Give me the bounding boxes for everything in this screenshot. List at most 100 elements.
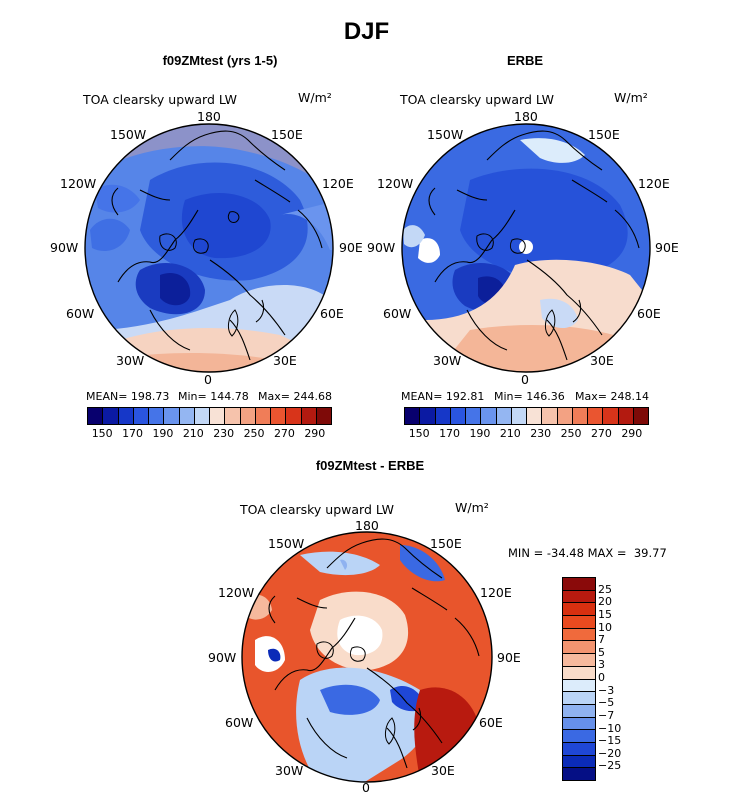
colorbar-obs-swatch: [588, 408, 604, 424]
lon-label-120w-diff: 120W: [218, 585, 255, 600]
colorbar-diff-tick-label: −10: [598, 721, 622, 735]
colorbar-model-swatch: [225, 408, 241, 424]
lon-label-150e-model: 150E: [271, 127, 303, 142]
lon-label-0-obs: 0: [521, 372, 529, 387]
colorbar-diff-swatch: [563, 679, 595, 693]
lon-label-90w-model: 90W: [50, 240, 79, 255]
colorbar-diff-tick-label: −25: [598, 759, 622, 773]
colorbar-diff-swatch: [563, 654, 595, 667]
panel-title-diff: f09ZMtest - ERBE: [315, 458, 425, 473]
lon-label-180-obs: 180: [514, 109, 538, 124]
colorbar-obs-swatch: [557, 408, 573, 424]
stat-max-model: Max= 244.68: [258, 390, 332, 403]
colorbar-model-swatch: [118, 408, 134, 424]
colorbar-diff-swatch: [563, 641, 595, 655]
panel-title-obs: ERBE: [506, 53, 544, 68]
colorbar-obs-tick-label: 150: [408, 427, 430, 440]
colorbar-labels-diff: 25 20 15 10 7 5 3 0 −3 −5 −7 −10 −15 −20 −25: [598, 577, 638, 781]
colorbar-model-tick-label: 190: [152, 427, 174, 440]
colorbar-obs-swatch: [405, 408, 421, 424]
lon-label-90e-model: 90E: [339, 240, 363, 255]
colorbar-model-swatch: [316, 408, 331, 424]
lon-label-90e-diff: 90E: [497, 650, 521, 665]
colorbar-diff-swatch: [563, 578, 595, 591]
colorbar-diff-swatch: [563, 692, 595, 705]
colorbar-model-tick-label: 290: [304, 427, 326, 440]
lon-label-150w-obs: 150W: [427, 127, 464, 142]
colorbar-diff-swatch: [563, 628, 595, 642]
lon-label-30e-obs: 30E: [590, 353, 614, 368]
colorbar-obs-tick-label: 290: [621, 427, 643, 440]
plot-title-obs: TOA clearsky upward LW: [400, 92, 555, 107]
colorbar-obs-tick-label: 190: [469, 427, 491, 440]
colorbar-diff-swatch: [563, 704, 595, 718]
lon-label-150w-model: 150W: [110, 127, 147, 142]
colorbar-diff-tick-label: 5: [598, 645, 605, 659]
map-diff: [242, 532, 492, 782]
colorbar-diff-swatch: [563, 730, 595, 743]
lon-label-30w-model: 30W: [116, 353, 145, 368]
colorbar-model-swatch: [149, 408, 165, 424]
colorbar-labels-obs: 150 170 190 210 230 250 270 290: [404, 427, 649, 441]
lon-label-60e-obs: 60E: [637, 306, 661, 321]
colorbar-model-swatch: [194, 408, 210, 424]
lon-label-60e-diff: 60E: [479, 715, 503, 730]
colorbar-diff-swatch: [563, 603, 595, 617]
colorbar-model-swatch: [179, 408, 195, 424]
colorbar-diff-tick-label: 15: [598, 607, 612, 621]
colorbar-obs-swatch: [481, 408, 497, 424]
lon-label-30e-model: 30E: [273, 353, 297, 368]
units-model: W/m²: [298, 90, 332, 105]
colorbar-diff-swatch: [563, 590, 595, 604]
colorbar-model-swatch: [103, 408, 119, 424]
colorbar-model-swatch: [133, 408, 149, 424]
lon-label-60e-model: 60E: [320, 306, 344, 321]
colorbar-diff-swatch: [563, 717, 595, 731]
colorbar-diff-tick-label: 0: [598, 671, 605, 684]
colorbar-model-swatch: [210, 408, 226, 424]
colorbar-model-swatch: [164, 408, 180, 424]
colorbar-obs-swatch: [496, 408, 512, 424]
lon-label-120e-diff: 120E: [480, 585, 512, 600]
colorbar-obs-swatch: [435, 408, 451, 424]
colorbar-diff-tick-label: 25: [598, 582, 612, 596]
stat-minmax-diff: MIN = -34.48 MAX = 39.77: [508, 546, 667, 560]
colorbar-obs-tick-label: 230: [530, 427, 552, 440]
colorbar-obs-tick-label: 250: [560, 427, 582, 440]
lon-label-150e-obs: 150E: [588, 127, 620, 142]
panel-title-model: f09ZMtest (yrs 1-5): [162, 53, 278, 68]
colorbar-obs-swatch: [542, 408, 558, 424]
colorbar-model-swatch: [88, 408, 104, 424]
lon-label-150w-diff: 150W: [268, 536, 305, 551]
lon-label-0-model: 0: [204, 372, 212, 387]
colorbar-diff-tick-label: 3: [598, 658, 605, 672]
colorbar-diff-swatch: [563, 742, 595, 756]
map-obs: [402, 124, 650, 372]
lon-label-30e-diff: 30E: [431, 763, 455, 778]
colorbar-obs-swatch: [633, 408, 648, 424]
lon-label-0-diff: 0: [362, 780, 370, 795]
colorbar-diff-swatch: [563, 616, 595, 629]
colorbar-model-tick-label: 230: [213, 427, 235, 440]
colorbar-model-swatch: [301, 408, 317, 424]
colorbar-model-swatch: [286, 408, 302, 424]
colorbar-obs-swatch: [420, 408, 436, 424]
colorbar-obs-swatch: [511, 408, 527, 424]
colorbar-diff-tick-label: 10: [598, 620, 612, 634]
lon-label-120e-model: 120E: [322, 176, 354, 191]
colorbar-labels-model: 150 170 190 210 230 250 270 290: [87, 427, 332, 441]
colorbar-diff-tick-label: 7: [598, 633, 605, 647]
stat-max-obs: Max= 248.14: [575, 390, 649, 403]
lon-label-60w-diff: 60W: [225, 715, 254, 730]
colorbar-diff-tick-label: −5: [598, 696, 615, 710]
colorbar-obs-swatch: [603, 408, 619, 424]
plot-title-model: TOA clearsky upward LW: [83, 92, 238, 107]
colorbar-diff-tick-label: −15: [598, 734, 622, 748]
lon-label-90w-diff: 90W: [208, 650, 237, 665]
lon-label-90e-obs: 90E: [655, 240, 679, 255]
colorbar-diff-tick-label: 20: [598, 595, 612, 609]
colorbar-diff-swatch: [563, 755, 595, 769]
units-obs: W/m²: [614, 90, 648, 105]
lon-label-180-model: 180: [197, 109, 221, 124]
colorbar-obs-tick-label: 210: [499, 427, 521, 440]
